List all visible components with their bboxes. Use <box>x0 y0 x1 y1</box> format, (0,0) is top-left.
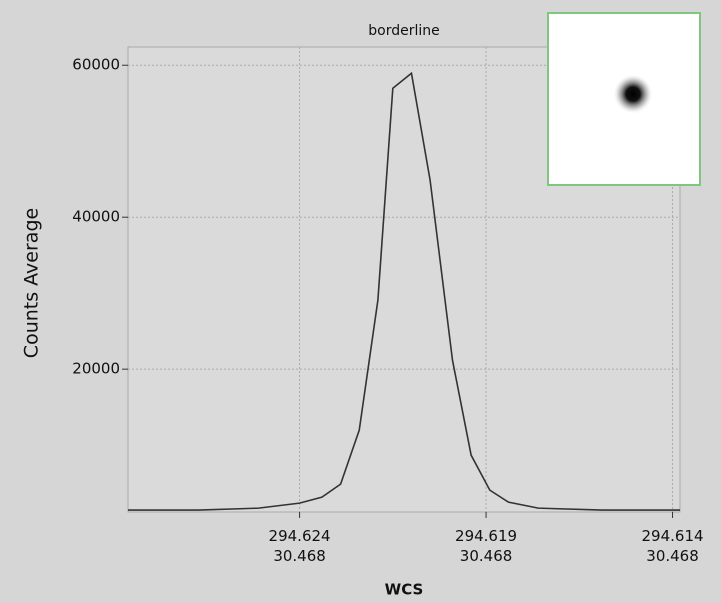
x-tick-label: 294.619 30.468 <box>455 527 518 565</box>
x-axis-label: WCS <box>385 581 424 599</box>
thumbnail-star <box>613 74 653 114</box>
data-line <box>128 71 680 511</box>
x-tick-label: 294.624 30.468 <box>268 527 331 565</box>
x-tick-label: 294.614 30.468 <box>641 527 704 565</box>
y-axis-label: Counts Average <box>21 208 43 358</box>
y-tick-label: 60000 <box>72 56 120 74</box>
y-tick-label: 20000 <box>72 360 120 378</box>
chart-title: borderline <box>368 23 439 39</box>
y-tick-label: 40000 <box>72 208 120 226</box>
